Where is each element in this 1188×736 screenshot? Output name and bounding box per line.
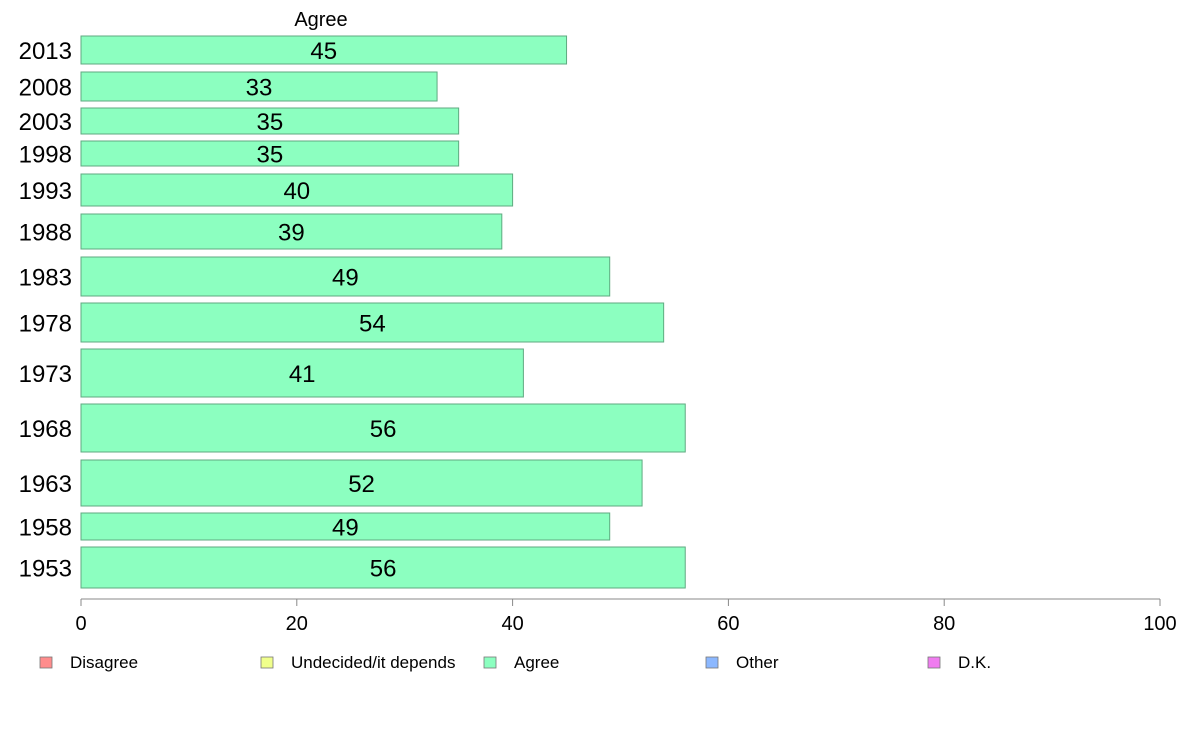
bar-value-label: 45 bbox=[310, 38, 337, 65]
legend-swatch bbox=[39, 656, 53, 669]
agree-bar bbox=[80, 403, 686, 453]
x-tick-label: 0 bbox=[75, 613, 86, 635]
legend-swatch bbox=[705, 656, 719, 669]
category-label: 1978 bbox=[19, 311, 72, 338]
x-tick-label: 40 bbox=[501, 613, 523, 635]
agree-bar bbox=[80, 256, 611, 297]
category-label: 1993 bbox=[19, 178, 72, 205]
bar-value-label: 49 bbox=[332, 265, 359, 292]
bar-value-label: 33 bbox=[246, 75, 273, 102]
category-label: 1988 bbox=[19, 220, 72, 247]
legend-label: Disagree bbox=[70, 653, 138, 672]
bars-group: 2013 45 2008 33 2003 35 1998 35 1993 40 1988 39 1983… bbox=[19, 35, 686, 589]
bar-value-label: 54 bbox=[359, 311, 386, 338]
agree-bar bbox=[80, 140, 460, 167]
x-axis: 0 20 40 60 80 100 bbox=[75, 598, 1177, 635]
legend-label: Other bbox=[736, 653, 779, 672]
legend-label: Undecided/it depends bbox=[291, 653, 455, 672]
x-tick-label: 80 bbox=[933, 613, 955, 635]
agree-bar bbox=[80, 173, 514, 207]
bar-value-label: 39 bbox=[278, 220, 305, 247]
agree-bar bbox=[80, 348, 524, 398]
category-label: 1963 bbox=[19, 471, 72, 498]
category-label: 1973 bbox=[19, 361, 72, 388]
bar-value-label: 49 bbox=[332, 515, 359, 542]
agree-bar bbox=[80, 213, 503, 250]
bar-value-label: 40 bbox=[283, 178, 310, 205]
category-label: 1998 bbox=[19, 142, 72, 169]
category-label: 2008 bbox=[19, 75, 72, 102]
agree-bar bbox=[80, 71, 438, 102]
legend: Disagree Undecided/it depends Agree Other D.… bbox=[39, 653, 991, 672]
bar-value-label: 35 bbox=[256, 109, 283, 136]
legend-swatch bbox=[927, 656, 941, 669]
bar-value-label: 56 bbox=[370, 556, 397, 583]
legend-swatch bbox=[483, 656, 497, 669]
agree-bar bbox=[80, 107, 460, 135]
series-heading: Agree bbox=[294, 9, 347, 31]
x-tick-label: 100 bbox=[1143, 613, 1176, 635]
agree-bar bbox=[80, 459, 643, 507]
bar-value-label: 41 bbox=[289, 361, 316, 388]
legend-label: Agree bbox=[514, 653, 559, 672]
x-tick-label: 20 bbox=[286, 613, 308, 635]
bar-value-label: 52 bbox=[348, 471, 375, 498]
category-label: 1958 bbox=[19, 515, 72, 542]
legend-label: D.K. bbox=[958, 653, 991, 672]
category-label: 1968 bbox=[19, 416, 72, 443]
bar-value-label: 35 bbox=[256, 142, 283, 169]
agree-bar bbox=[80, 512, 611, 541]
category-label: 1953 bbox=[19, 556, 72, 583]
category-label: 1983 bbox=[19, 265, 72, 292]
legend-swatch bbox=[260, 656, 274, 669]
bar-value-label: 56 bbox=[370, 416, 397, 443]
category-label: 2003 bbox=[19, 109, 72, 136]
x-tick-label: 60 bbox=[717, 613, 739, 635]
agree-bar bbox=[80, 302, 665, 343]
category-label: 2013 bbox=[19, 38, 72, 65]
agree-bar bbox=[80, 546, 686, 589]
agree-bar bbox=[80, 35, 568, 65]
